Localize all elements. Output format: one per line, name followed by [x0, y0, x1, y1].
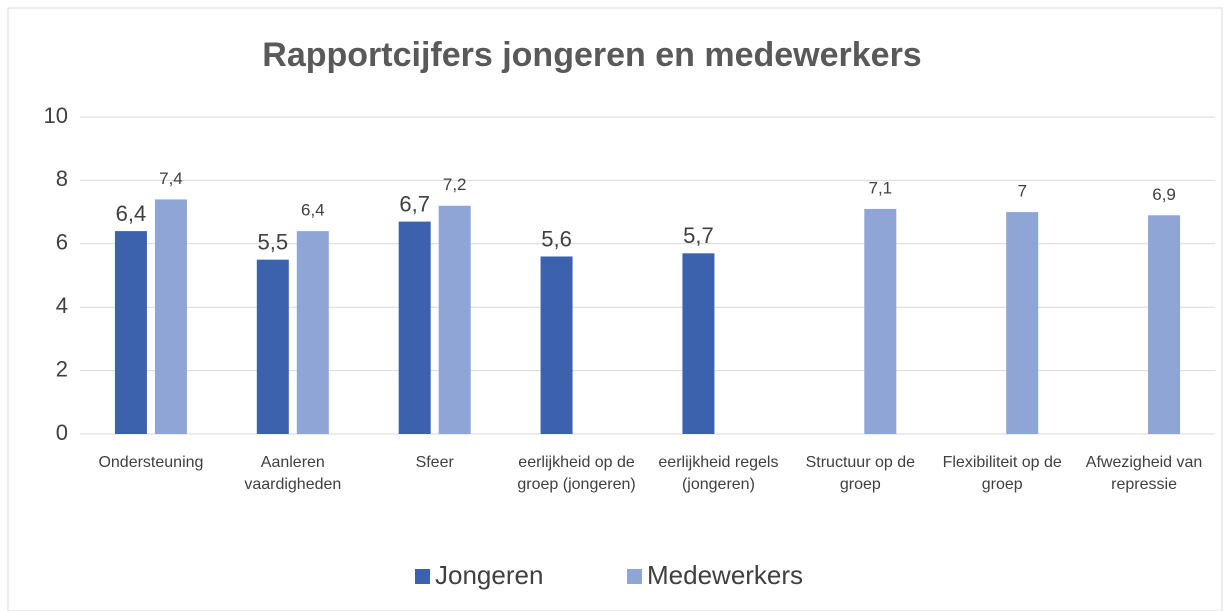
y-tick-label: 6 — [56, 230, 68, 255]
value-label: 5,6 — [541, 226, 572, 251]
bar — [256, 259, 289, 434]
bar — [1006, 212, 1039, 434]
bar — [438, 205, 471, 434]
legend-label: Jongeren — [435, 560, 543, 590]
x-tick-label: eerlijkheid op de groep (jongeren) — [517, 454, 636, 493]
value-label: 5,7 — [683, 223, 714, 248]
value-label: 7,2 — [443, 175, 467, 194]
bar — [296, 231, 329, 434]
x-tick-label: Sfeer — [415, 454, 454, 471]
bar — [114, 231, 147, 434]
legend-label: Medewerkers — [647, 560, 803, 590]
y-tick-label: 0 — [56, 420, 68, 445]
chart-title: Rapportcijfers jongeren en medewerkers — [262, 36, 921, 74]
legend-swatch — [627, 569, 642, 584]
legend-swatch — [415, 569, 430, 584]
y-tick-label: 2 — [56, 356, 68, 381]
y-tick-label: 4 — [56, 293, 68, 318]
value-label: 7 — [1017, 182, 1026, 201]
y-tick-label: 10 — [44, 103, 68, 128]
value-label: 7,4 — [159, 169, 183, 188]
value-label: 5,5 — [258, 229, 289, 254]
value-label: 6,4 — [116, 201, 147, 226]
x-tick-label: eerlijkheid regels (jongeren) — [658, 454, 779, 493]
bar — [154, 199, 187, 434]
y-tick-label: 8 — [56, 166, 68, 191]
value-label: 6,7 — [399, 191, 430, 216]
chart-border — [7, 7, 1223, 611]
value-label: 6,4 — [301, 201, 325, 220]
bar — [540, 256, 573, 434]
bar — [864, 208, 897, 434]
x-tick-label: Afwezigheid van repressie — [1085, 454, 1203, 493]
bar — [682, 253, 715, 434]
x-tick-label: Flexibiliteit op de groep — [942, 454, 1062, 493]
x-tick-label: Ondersteuning — [98, 454, 204, 471]
value-label: 7,1 — [868, 178, 892, 197]
x-tick-label: Aanleren vaardigheden — [244, 454, 342, 493]
bar — [398, 221, 431, 434]
x-tick-label: Structuur op de groep — [805, 454, 916, 493]
bar — [1148, 215, 1181, 434]
value-label: 6,9 — [1152, 185, 1176, 204]
